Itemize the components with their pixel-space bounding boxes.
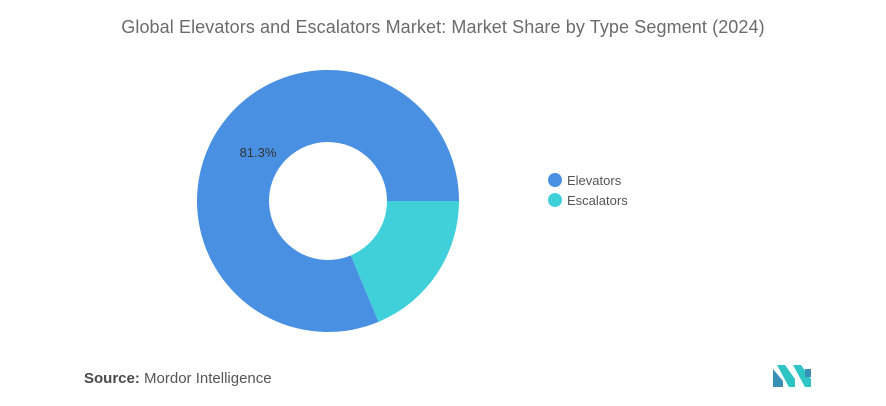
mordor-intelligence-logo-icon <box>773 365 811 387</box>
legend-label: Escalators <box>567 192 628 208</box>
chart-legend: Elevators Escalators <box>548 170 628 210</box>
legend-item-elevators: Elevators <box>548 170 628 190</box>
source-label: Source: <box>84 370 140 387</box>
slice-elevators <box>197 69 459 332</box>
legend-item-escalators: Escalators <box>548 190 628 210</box>
slice-escalators <box>350 201 459 322</box>
legend-label: Elevators <box>567 172 622 188</box>
source-note: Source: Mordor Intelligence <box>84 370 272 387</box>
source-text: Mordor Intelligence <box>144 370 272 387</box>
legend-swatch <box>548 193 562 207</box>
data-label-elevators: 81.3% <box>240 145 277 160</box>
chart-title: Global Elevators and Escalators Market: … <box>121 17 765 37</box>
legend-swatch <box>548 173 562 187</box>
